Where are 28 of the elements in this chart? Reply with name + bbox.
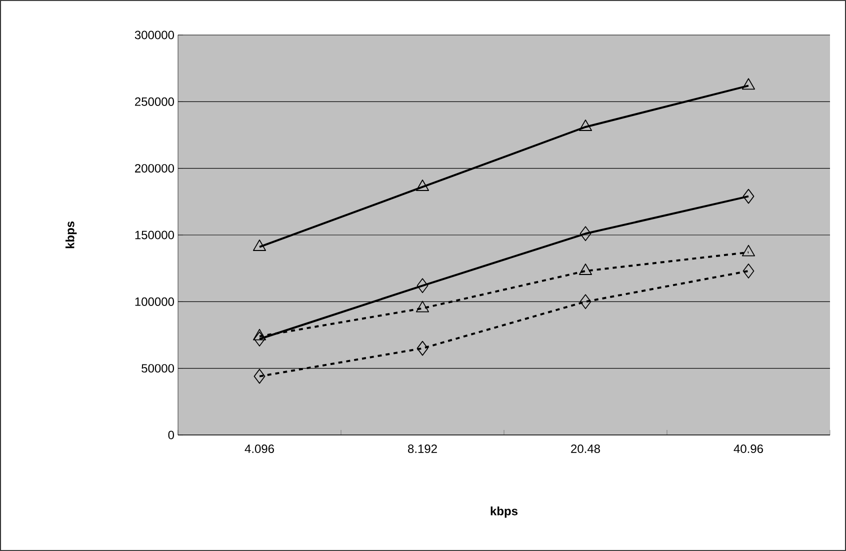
y-tick-label: 100000 <box>135 297 174 306</box>
x-axis-title: kbps <box>490 506 518 518</box>
point <box>578 264 592 275</box>
point <box>416 180 430 191</box>
point <box>742 264 754 278</box>
point <box>742 78 756 90</box>
point <box>742 188 754 204</box>
x-tick-label: 8.192 <box>408 444 437 454</box>
point <box>578 120 592 131</box>
point <box>742 244 756 256</box>
point <box>252 240 266 251</box>
y-tick-label: 250000 <box>135 97 174 106</box>
x-tick-label: 20.48 <box>571 444 600 454</box>
point <box>254 368 266 384</box>
point <box>580 294 592 310</box>
y-tick-label: 300000 <box>134 30 174 40</box>
point <box>416 340 428 356</box>
y-tick-label: 150000 <box>135 230 174 240</box>
y-tick-label: 200000 <box>135 164 174 173</box>
y-tick-label: 50000 <box>142 364 174 373</box>
y-axis-title: kbps <box>66 221 77 248</box>
x-tick-label: 4.096 <box>244 444 274 454</box>
y-tick-label: 0 <box>168 430 174 440</box>
point <box>416 300 430 312</box>
point <box>580 226 592 242</box>
point <box>254 332 266 346</box>
x-tick-label: 40.96 <box>734 444 763 454</box>
point <box>416 278 428 294</box>
